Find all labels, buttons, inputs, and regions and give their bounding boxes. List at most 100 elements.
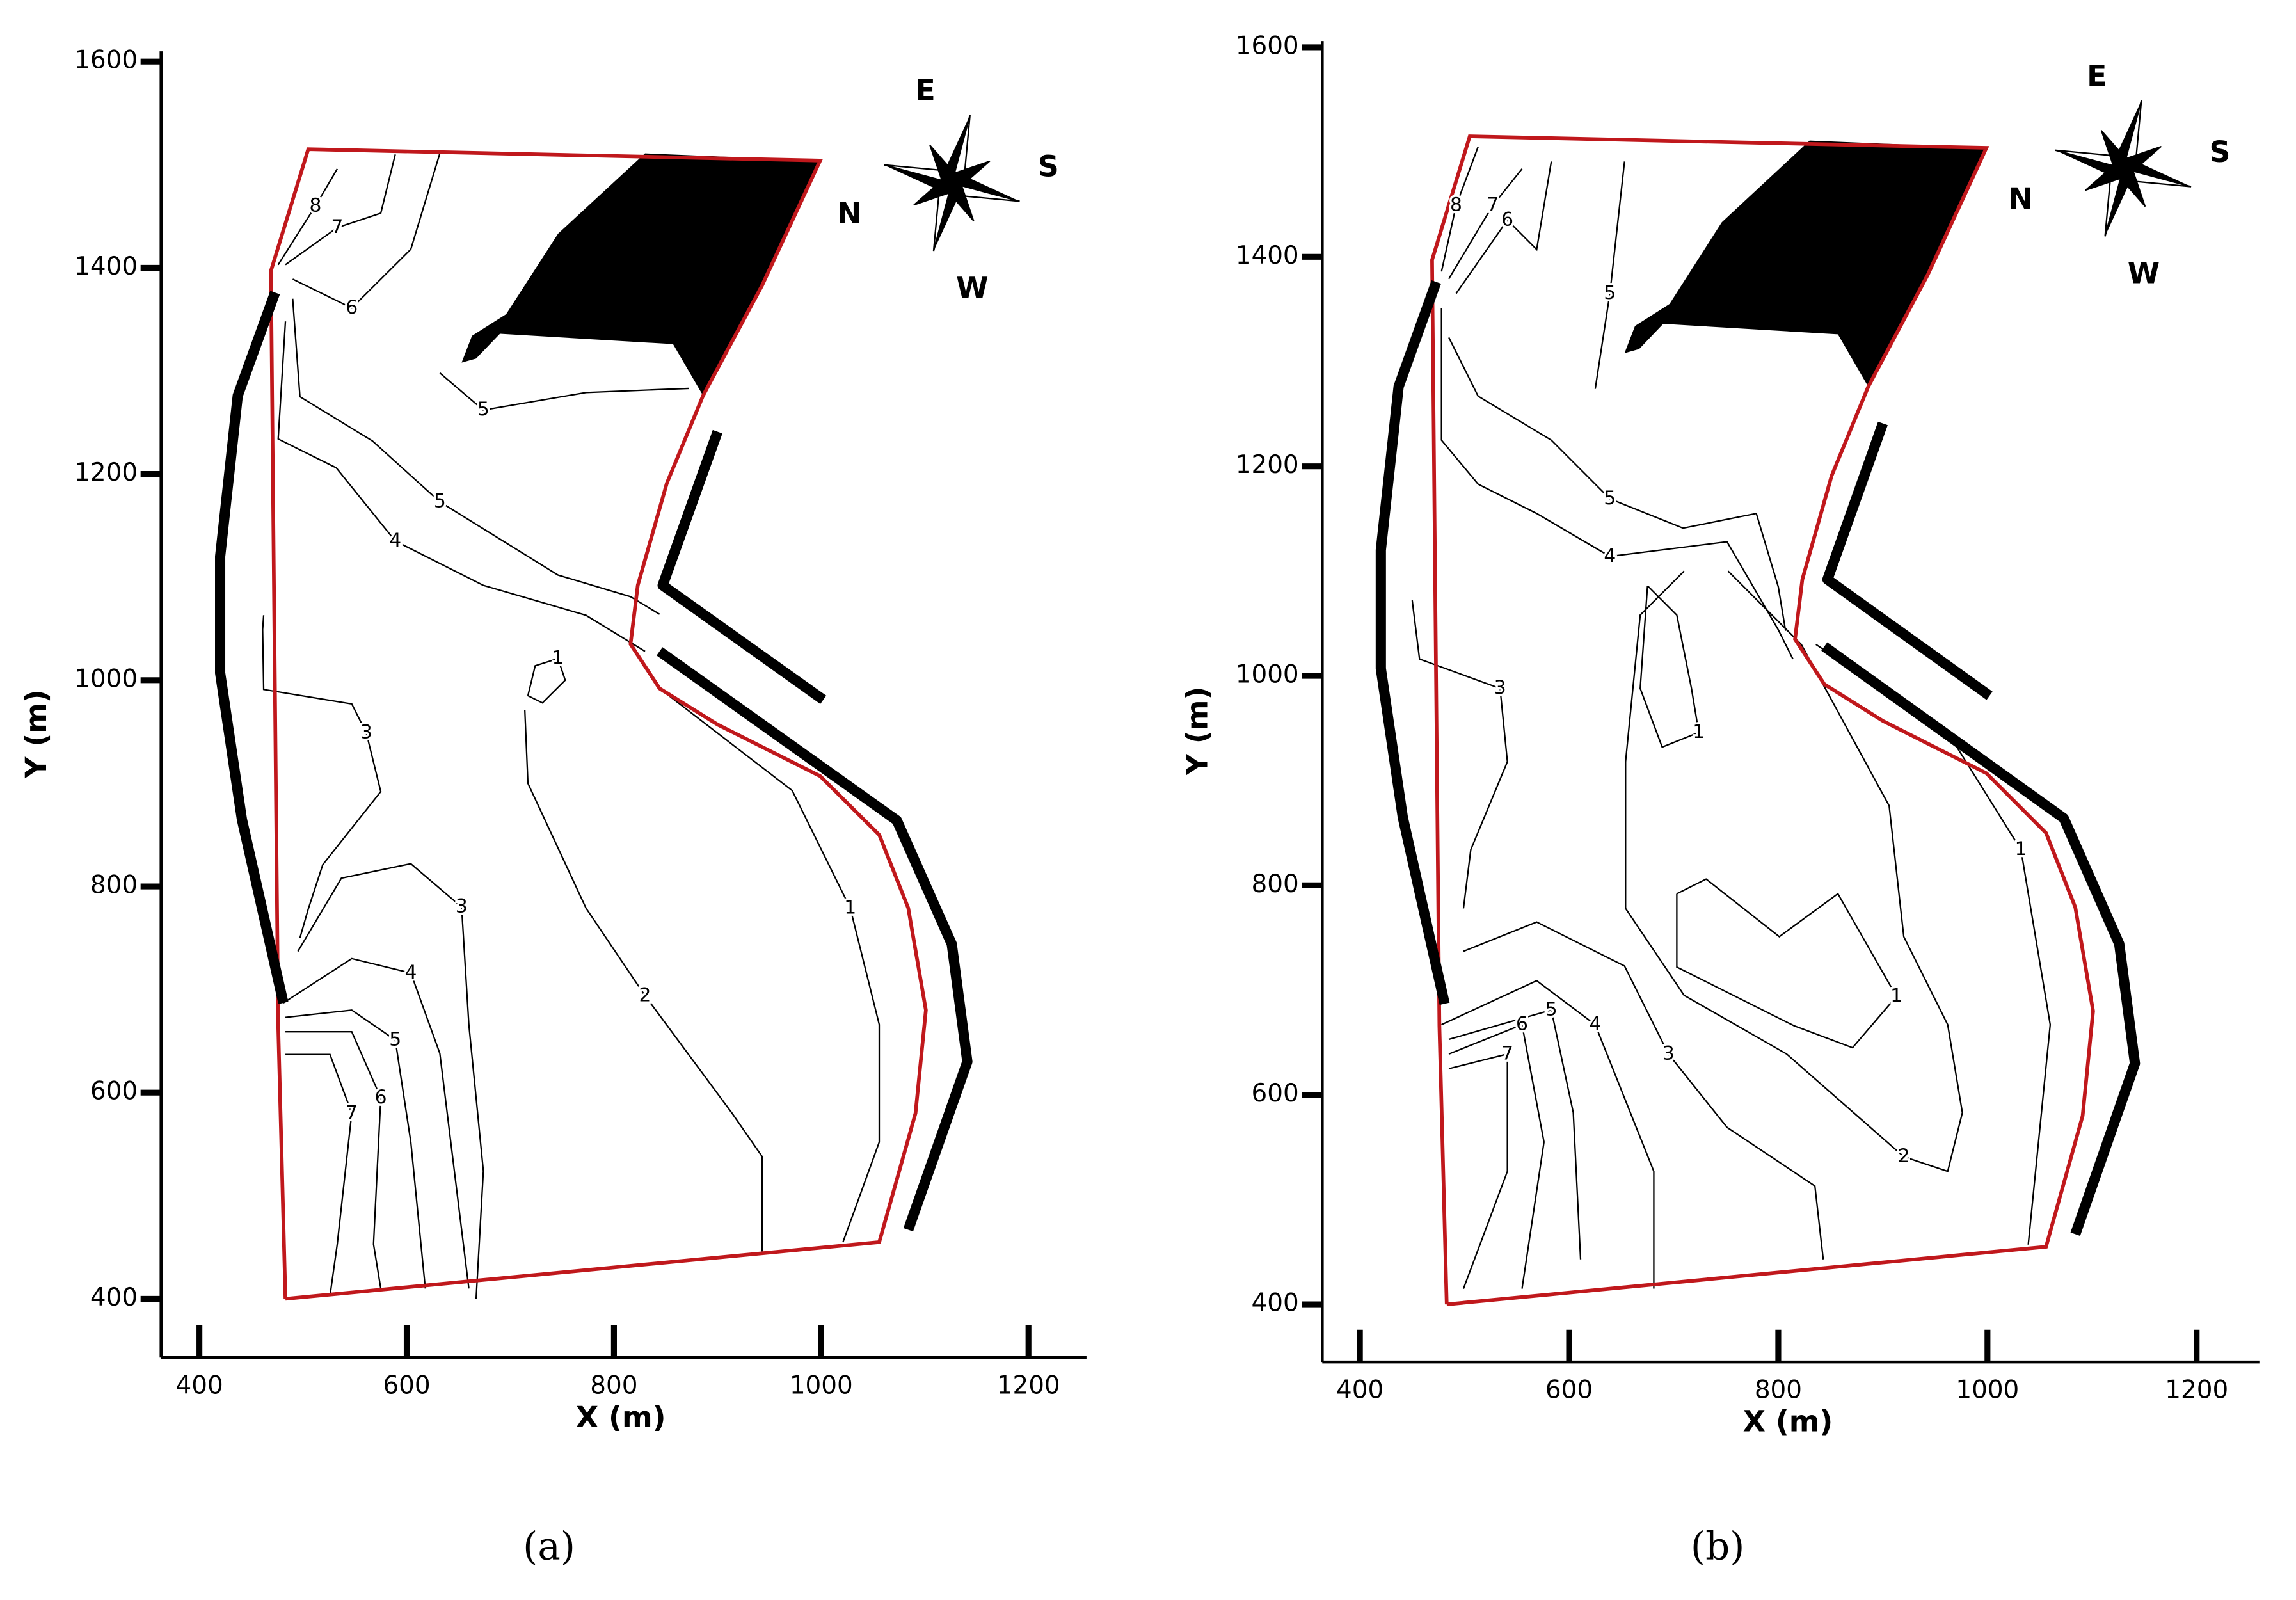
contour-line: [1625, 570, 1963, 1172]
compass-rose: [883, 115, 1020, 252]
contour-label: 5: [434, 490, 446, 513]
contour-label: 3: [1662, 1042, 1675, 1064]
contour-line: [1441, 979, 1655, 1289]
contour-label: 3: [1494, 676, 1506, 699]
breakwater: [1375, 280, 1450, 1005]
contour-label: 7: [1501, 1042, 1513, 1064]
land: [1624, 140, 1987, 387]
contour-line: [1440, 147, 1479, 272]
x-tick-label: 1000: [1956, 1375, 2019, 1404]
compass-south: S: [2210, 135, 2231, 169]
compass-north: N: [2009, 182, 2033, 216]
contour-line: [1448, 168, 1523, 280]
breakwater: [657, 429, 827, 704]
contour-line: [1463, 921, 1824, 1260]
breakwater: [1821, 642, 2141, 1236]
contour-label: 1: [552, 647, 564, 669]
y-tick-label: 800: [1251, 870, 1298, 899]
compass-point: [884, 164, 952, 191]
y-tick-label: 1000: [1236, 660, 1299, 689]
compass-north: N: [837, 196, 861, 230]
contour-line: [1639, 585, 1700, 748]
y-tick-label: 400: [90, 1283, 138, 1312]
contour-line: [523, 710, 763, 1252]
x-tick-label: 600: [383, 1372, 430, 1400]
contour-label: 3: [360, 721, 372, 743]
compass-point: [952, 175, 1020, 202]
x-axis-title: X (m): [1743, 1405, 1833, 1439]
contour-line: [1448, 337, 1787, 631]
contour-label: 4: [405, 961, 417, 984]
y-tick-label: 1400: [74, 252, 138, 281]
breakwater: [657, 647, 973, 1232]
x-tick-label: 800: [590, 1372, 637, 1400]
contour-label: 7: [1487, 194, 1499, 216]
compass-point: [2123, 161, 2192, 187]
compass-rose: [2055, 100, 2192, 237]
x-tick-label: 400: [1336, 1375, 1383, 1404]
compass-west: W: [2128, 257, 2160, 291]
contour-line: [277, 321, 646, 652]
contour-label: 1: [2015, 838, 2027, 860]
compass-east: E: [916, 74, 936, 108]
contour-line: [1594, 161, 1625, 389]
contour-label: 7: [346, 1101, 358, 1124]
y-tick-label: 600: [90, 1077, 138, 1106]
y-tick-label: 1400: [1236, 241, 1299, 270]
contour-label: 8: [1450, 194, 1462, 216]
contour-label: 1: [1693, 721, 1705, 743]
contour-label: 6: [1501, 209, 1513, 231]
contour-label: 7: [331, 216, 344, 238]
compass-point: [2105, 168, 2131, 237]
panel: 400 600 800 1000 120040060080010001200140016…: [19, 46, 1087, 1569]
panel-label: (a): [523, 1525, 575, 1569]
x-tick-label: 800: [1755, 1375, 1802, 1404]
contour-line: [439, 372, 689, 411]
contour-line: [283, 957, 470, 1289]
contour-label: 5: [1545, 998, 1558, 1021]
contour-line: [658, 687, 881, 1243]
y-tick-label: 1600: [74, 46, 138, 75]
contour-label: 5: [477, 398, 490, 420]
contour-label: 6: [1516, 1013, 1528, 1036]
contour-label: 6: [346, 296, 358, 319]
contour-line: [1448, 1053, 1508, 1289]
compass-point: [2100, 130, 2127, 170]
domain-boundary: [269, 147, 928, 1301]
compass-east: E: [2087, 59, 2107, 93]
contour-label: 2: [1898, 1145, 1910, 1167]
contour-line: [1455, 161, 1552, 294]
contour-label: 5: [1604, 487, 1616, 509]
contour-line: [1448, 1009, 1582, 1260]
y-axis-title: Y (m): [1181, 687, 1215, 776]
contour-label: 8: [310, 194, 322, 216]
contour-line: [285, 1031, 382, 1289]
x-tick-label: 600: [1545, 1375, 1593, 1404]
panel-label: (b): [1691, 1525, 1745, 1569]
compass-point: [929, 145, 955, 184]
breakwater: [1822, 421, 1993, 700]
x-tick-label: 400: [176, 1372, 223, 1400]
land: [461, 153, 820, 396]
y-axis-title: Y (m): [19, 689, 53, 779]
y-tick-label: 600: [1251, 1079, 1298, 1108]
contour-label: 4: [1589, 1013, 1601, 1036]
compass-point: [945, 115, 970, 184]
contour-line: [1411, 600, 1508, 909]
contour-line: [262, 615, 382, 938]
contour-line: [285, 1053, 353, 1296]
contour-line: [292, 298, 660, 615]
x-tick-label: 1200: [997, 1372, 1060, 1400]
contour-label: 5: [389, 1028, 401, 1051]
x-tick-label: 1000: [790, 1372, 853, 1400]
contour-label: 1: [844, 896, 856, 918]
contour-label: 6: [375, 1086, 387, 1108]
x-tick-label: 1200: [2165, 1375, 2228, 1404]
x-axis-title: X (m): [576, 1400, 666, 1434]
domain-boundary: [1430, 134, 2095, 1306]
contour-label: 4: [1604, 545, 1616, 567]
compass-west: W: [956, 271, 988, 305]
contour-line: [285, 1009, 426, 1289]
